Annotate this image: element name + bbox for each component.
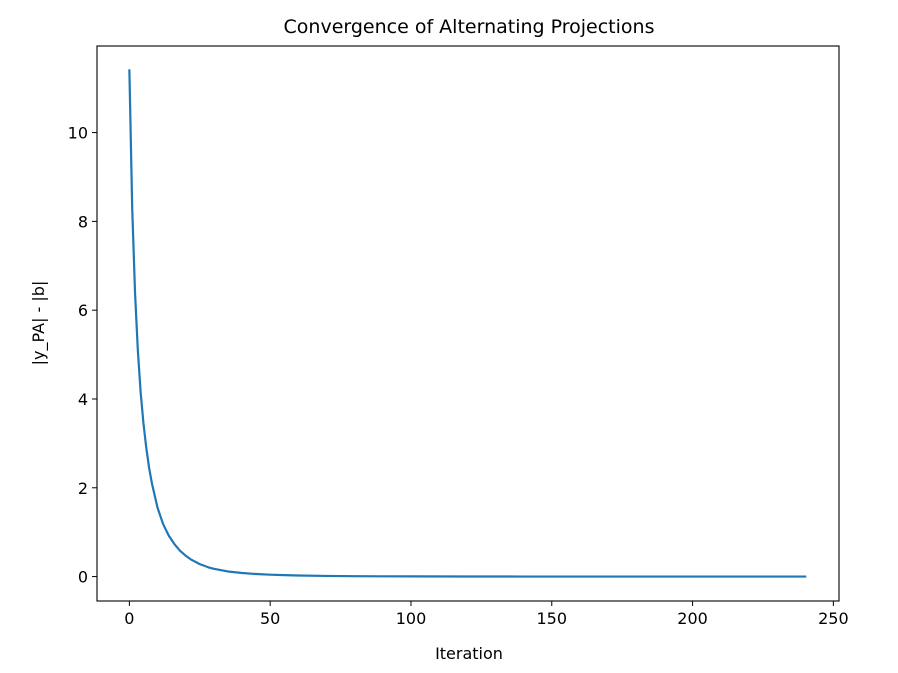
x-tick-label: 100	[396, 609, 427, 628]
axes-frame	[96, 45, 840, 602]
y-tick-label: 0	[78, 568, 88, 587]
y-tick-label: 6	[78, 301, 88, 320]
y-tick-label: 8	[78, 212, 88, 231]
x-tick-label: 0	[124, 609, 134, 628]
y-axis: 0 2 4 6 8 10	[68, 124, 97, 587]
y-tick-label: 10	[68, 124, 88, 143]
x-tick-label: 150	[537, 609, 568, 628]
x-axis: 0 50 100 150 200 250	[124, 601, 849, 628]
x-tick-label: 50	[260, 609, 280, 628]
y-axis-label: |y_PA| - |b|	[29, 281, 49, 366]
x-tick-label: 200	[677, 609, 708, 628]
y-tick-label: 2	[78, 479, 88, 498]
x-axis-label: Iteration	[435, 644, 503, 663]
x-tick-label: 250	[818, 609, 849, 628]
plot-area	[96, 45, 840, 602]
series-line-0	[128, 69, 807, 578]
y-tick-label: 4	[78, 390, 88, 409]
chart-title: Convergence of Alternating Projections	[284, 16, 655, 38]
